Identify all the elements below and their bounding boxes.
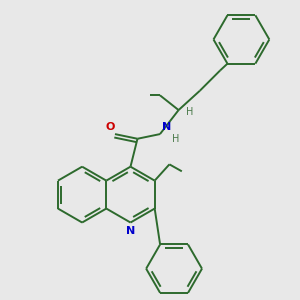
Text: H: H <box>186 107 193 117</box>
Text: N: N <box>126 226 135 236</box>
Text: O: O <box>105 122 115 132</box>
Text: H: H <box>172 134 180 144</box>
Text: N: N <box>162 122 172 132</box>
